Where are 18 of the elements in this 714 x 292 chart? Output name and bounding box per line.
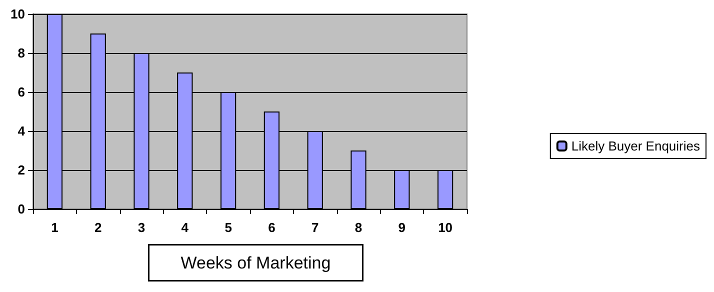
- x-tick-label: 6: [268, 220, 276, 235]
- x-axis-title: Weeks of Marketing: [180, 253, 331, 272]
- y-tick-label: 8: [18, 46, 25, 60]
- x-tick-label: 2: [94, 220, 102, 235]
- y-tick-label: 6: [18, 84, 25, 100]
- x-tick-label: 4: [181, 220, 190, 235]
- y-tick-label: 2: [18, 162, 25, 178]
- y-tick-label: 4: [18, 124, 26, 138]
- y-tick-label: 10: [10, 6, 25, 22]
- x-tick-label: 7: [311, 220, 319, 235]
- x-tick-label: 9: [398, 220, 406, 235]
- legend-label: Likely Buyer Enquiries: [571, 138, 700, 154]
- x-tick-label: 10: [438, 220, 453, 235]
- x-tick-label: 1: [51, 220, 58, 235]
- x-tick-label: 3: [138, 220, 146, 235]
- x-tick-label: 8: [354, 220, 362, 235]
- y-tick-label: 0: [18, 202, 25, 216]
- x-tick-label: 5: [224, 220, 232, 235]
